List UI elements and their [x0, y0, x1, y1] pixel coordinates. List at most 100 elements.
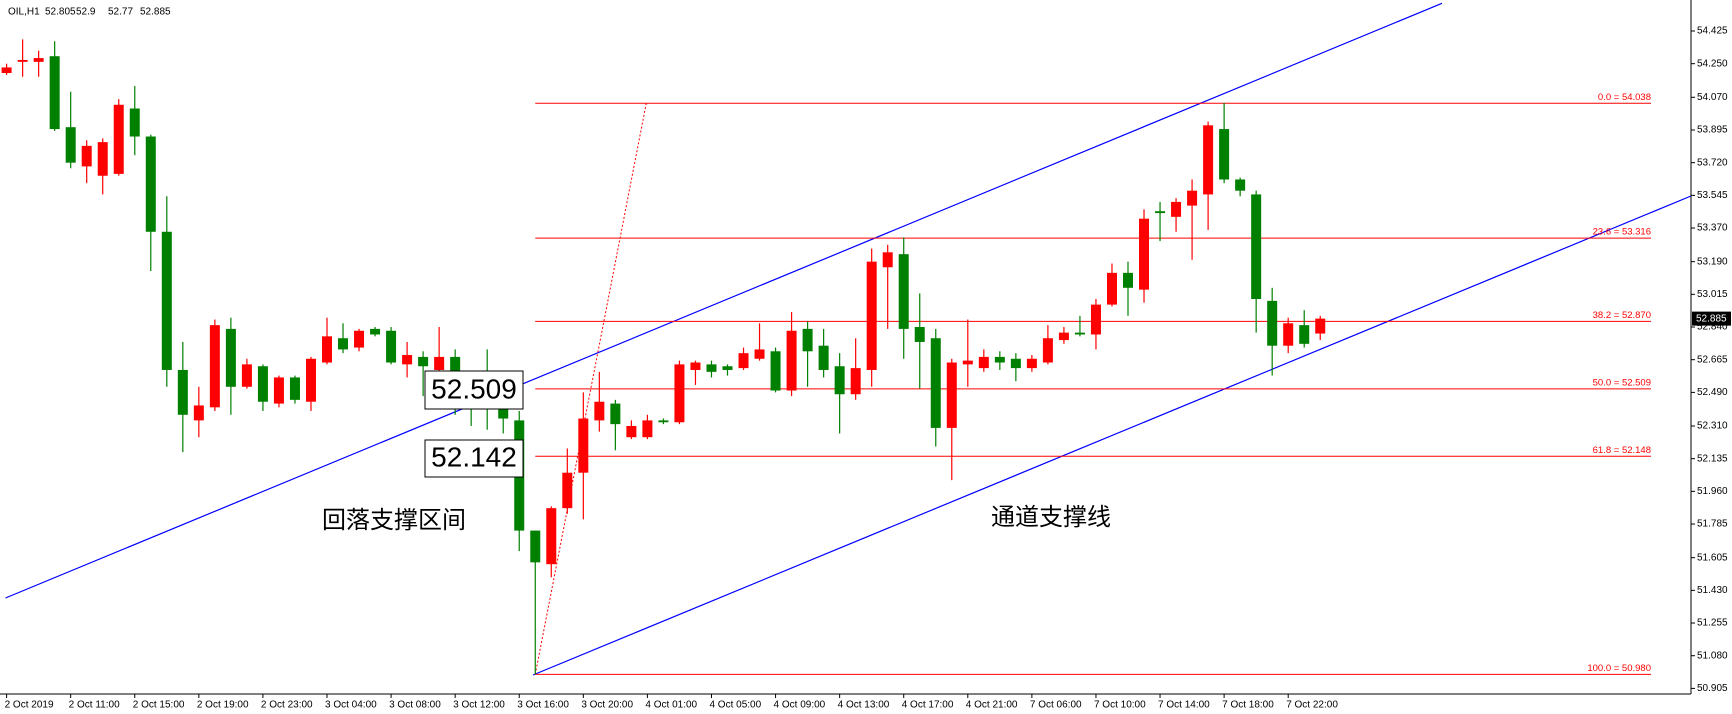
- annotation: 通道支撑线: [991, 503, 1111, 531]
- candle-body: [338, 338, 349, 350]
- candle-body: [994, 356, 1005, 363]
- x-tick-label: 7 Oct 18:00: [1222, 700, 1274, 711]
- candle-body: [145, 136, 156, 232]
- x-tick-label: 2 Oct 23:00: [261, 700, 313, 711]
- x-tick-label: 7 Oct 22:00: [1286, 700, 1338, 711]
- candle-body: [866, 261, 877, 370]
- y-tick-label: 52.135: [1697, 453, 1728, 464]
- candle-body: [129, 108, 140, 137]
- candle-body: [754, 349, 765, 359]
- fib-label: 100.0 = 50.980: [1587, 663, 1651, 674]
- x-tick-label: 3 Oct 20:00: [581, 700, 633, 711]
- candle-body: [1139, 218, 1150, 290]
- y-tick-label: 53.370: [1697, 223, 1728, 234]
- candle-body: [177, 369, 188, 415]
- candle-body: [1, 67, 12, 74]
- candle-body: [610, 403, 621, 425]
- y-tick-label: 51.785: [1697, 519, 1728, 530]
- x-tick-label: 7 Oct 10:00: [1094, 700, 1146, 711]
- header-close: 52.885: [140, 7, 171, 18]
- x-tick-label: 4 Oct 21:00: [966, 700, 1018, 711]
- last-price-label: 52.885: [1696, 313, 1727, 324]
- candle-body: [1219, 129, 1230, 180]
- candle-body: [370, 328, 381, 335]
- candle-body: [594, 401, 605, 421]
- candle-body: [818, 345, 829, 370]
- candle-body: [81, 145, 92, 167]
- candle-body: [289, 377, 300, 400]
- candle-body: [642, 420, 653, 438]
- candle-body: [257, 366, 268, 402]
- candle-body: [33, 58, 44, 62]
- candle-body: [65, 127, 76, 163]
- candle-body: [914, 327, 925, 342]
- x-tick-label: 3 Oct 12:00: [453, 700, 505, 711]
- y-tick-label: 54.250: [1697, 58, 1728, 69]
- candle-body: [1171, 201, 1182, 217]
- candle-body: [209, 325, 220, 408]
- y-tick-label: 54.425: [1697, 26, 1728, 37]
- header-high: 52.9: [76, 7, 96, 18]
- candle-body: [1299, 325, 1310, 344]
- x-tick-label: 4 Oct 01:00: [645, 700, 697, 711]
- candle-body: [930, 338, 941, 428]
- header-low: 52.77: [108, 7, 133, 18]
- candle-body: [674, 364, 685, 423]
- y-tick-label: 52.840: [1697, 322, 1728, 333]
- candle-body: [738, 353, 749, 369]
- y-tick-label: 51.255: [1697, 618, 1728, 629]
- y-tick-label: 53.545: [1697, 190, 1728, 201]
- candle-body: [658, 420, 669, 423]
- y-tick-label: 51.430: [1697, 585, 1728, 596]
- candle-body: [322, 336, 332, 363]
- candle-body: [722, 366, 733, 370]
- annotation-box: [424, 370, 524, 410]
- fib-label: 23.6 = 53.316: [1593, 227, 1651, 238]
- candle-body: [1010, 358, 1021, 369]
- x-tick-label: 3 Oct 16:00: [517, 700, 569, 711]
- candle-body: [418, 356, 429, 367]
- y-tick-label: 53.015: [1697, 289, 1728, 300]
- annotation: 回落支撑区间: [322, 506, 466, 534]
- candle-body: [1026, 358, 1037, 369]
- symbol: OIL,H1: [8, 7, 40, 18]
- candle-body: [402, 355, 413, 365]
- candle-body: [1090, 304, 1101, 335]
- y-tick-label: 52.490: [1697, 387, 1728, 398]
- candle-body: [1187, 190, 1198, 206]
- candle-body: [770, 351, 781, 391]
- candle-body: [834, 366, 845, 395]
- last-price-tag: [1692, 311, 1731, 326]
- x-tick-label: 2 Oct 15:00: [133, 700, 185, 711]
- y-tick-label: 51.960: [1697, 486, 1728, 497]
- candle-body: [386, 330, 397, 363]
- candle-body: [978, 356, 989, 369]
- candle-body: [706, 364, 717, 372]
- candle-body: [225, 328, 236, 387]
- channel-support-line: [532, 195, 1692, 676]
- candle-body: [562, 472, 573, 509]
- y-tick-label: 53.895: [1697, 125, 1728, 136]
- candle-body: [1267, 300, 1278, 346]
- y-tick-label: 52.310: [1697, 421, 1728, 432]
- y-tick-label: 51.080: [1697, 650, 1728, 661]
- candle-body: [962, 360, 973, 365]
- candle-body: [273, 377, 284, 404]
- candle-body: [802, 328, 813, 352]
- candle-body: [578, 418, 589, 473]
- candle-body: [434, 356, 445, 370]
- x-tick-label: 3 Oct 04:00: [325, 700, 377, 711]
- x-tick-label: 3 Oct 08:00: [389, 700, 441, 711]
- x-tick-label: 2 Oct 2019: [5, 700, 54, 711]
- candle-body: [49, 56, 60, 130]
- fib-label: 0.0 = 54.038: [1598, 92, 1651, 103]
- x-tick-label: 4 Oct 17:00: [902, 700, 954, 711]
- candle-body: [305, 358, 316, 402]
- candle-body: [1042, 338, 1053, 363]
- candle-body: [17, 59, 28, 62]
- candle-body: [1074, 332, 1085, 335]
- candle-body: [354, 330, 365, 348]
- x-tick-label: 2 Oct 19:00: [197, 700, 249, 711]
